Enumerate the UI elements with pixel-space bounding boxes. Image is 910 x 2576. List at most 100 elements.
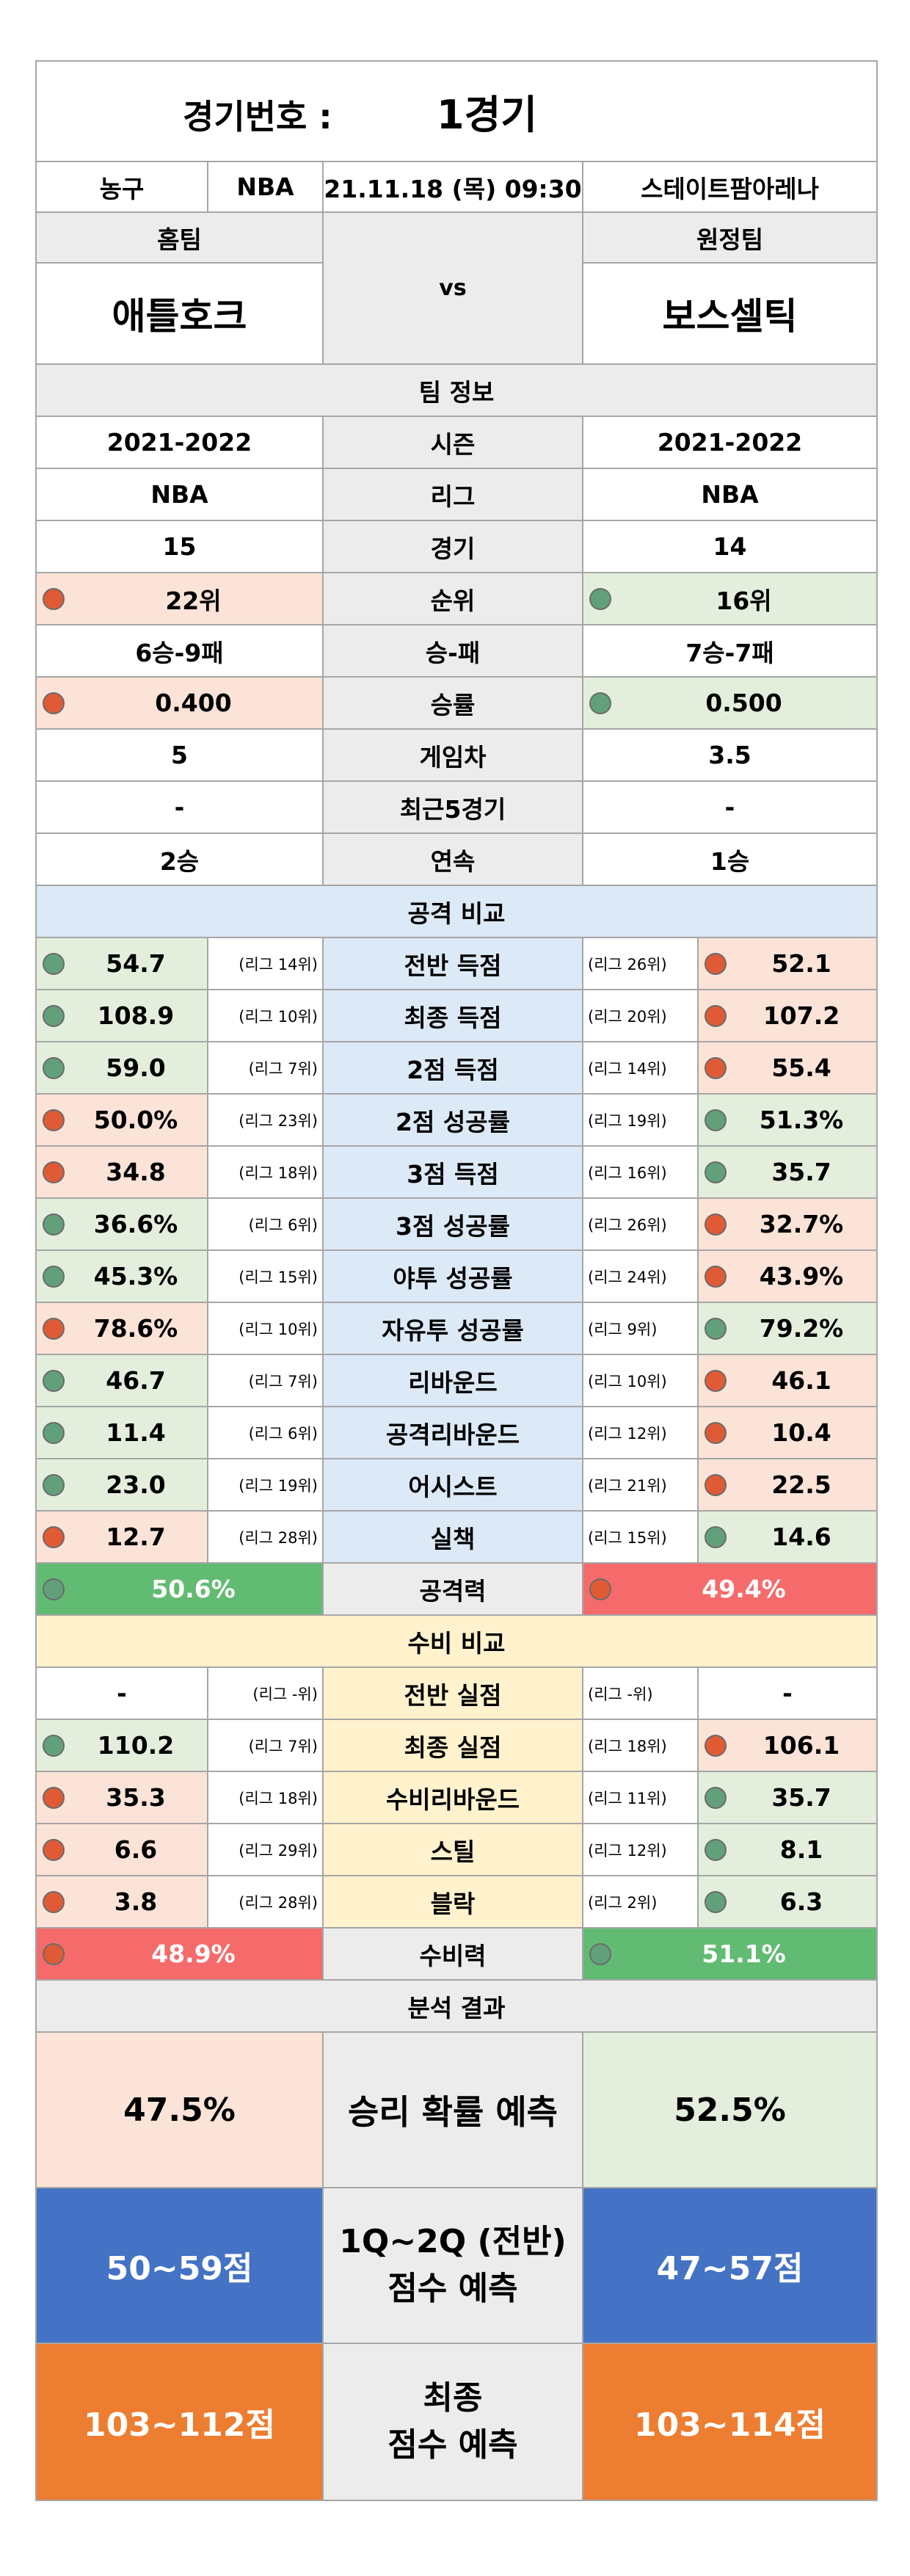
away-rank: (리그 26위) (582, 937, 699, 990)
away-rank: (리그 12위) (582, 1406, 699, 1459)
defense-summary-label: 수비력 (322, 1927, 583, 1981)
circle-indicator-icon (589, 1578, 611, 1600)
away-value: 0.500 (581, 676, 878, 730)
away-value: 43.9% (696, 1249, 878, 1303)
away-rank: (리그 19위) (582, 1093, 699, 1147)
value-wrap: 108.9 (37, 1001, 206, 1030)
away-rank: (리그 12위) (582, 1823, 699, 1876)
circle-indicator-icon (43, 1838, 65, 1861)
away-value: 16위 (581, 572, 878, 625)
circle-indicator-icon (705, 1525, 727, 1548)
vs-label: vs (322, 211, 583, 365)
home-rank: (리그 10위) (207, 1302, 324, 1355)
home-value: 23.0 (35, 1458, 208, 1512)
attack-row: 36.6% (리그 6위) 3점 성공률 (리그 26위) 32.7% (35, 1197, 878, 1251)
home-rank: (리그 19위) (207, 1458, 324, 1512)
circle-indicator-icon (705, 1213, 727, 1236)
stat-label: 전반 실점 (322, 1666, 583, 1720)
home-value: 108.9 (35, 989, 208, 1042)
away-rank: (리그 15위) (582, 1510, 699, 1564)
away-value: 6.3 (696, 1875, 878, 1929)
team-info-row: NBA 리그 NBA (35, 468, 878, 521)
home-value: 35.3 (35, 1771, 208, 1824)
defense-row: 110.2 (리그 7위) 최종 실점 (리그 18위) 106.1 (35, 1719, 878, 1772)
stat-label: 3점 성공률 (322, 1197, 583, 1251)
home-value: 2승 (35, 832, 324, 886)
stat-label: 시즌 (322, 416, 583, 469)
defense-summary-away: 51.1% (581, 1927, 878, 1981)
circle-indicator-icon (589, 1942, 611, 1965)
home-value: 54.7 (35, 937, 208, 990)
away-half-score: 47~57점 (581, 2187, 878, 2344)
team-info-row: 0.400 승률 0.500 (35, 676, 878, 730)
home-value: 110.2 (35, 1719, 208, 1772)
home-rank: (리그 28위) (207, 1510, 324, 1564)
value-wrap: 46.7 (37, 1366, 206, 1395)
defense-row: - (리그 -위) 전반 실점 (리그 -위) - (35, 1666, 878, 1720)
away-value: 2021-2022 (581, 416, 878, 469)
value-wrap: 35.7 (699, 1158, 876, 1186)
match-header: 경기번호 : 1경기 (34, 60, 878, 162)
stat-label: 승-패 (322, 624, 583, 678)
away-value: 51.3% (696, 1093, 878, 1147)
value-wrap: 46.1 (699, 1366, 876, 1395)
away-value: 107.2 (696, 989, 878, 1042)
team-info-row: 2승 연속 1승 (35, 832, 878, 886)
circle-indicator-icon (589, 692, 611, 714)
stat-label: 3점 득점 (322, 1145, 583, 1199)
circle-indicator-icon (43, 1786, 65, 1809)
value-wrap: 35.3 (37, 1783, 206, 1812)
home-value: 34.8 (35, 1145, 208, 1199)
value-wrap: 43.9% (699, 1262, 876, 1291)
circle-indicator-icon (43, 1109, 65, 1131)
away-rank: (리그 18위) (582, 1719, 699, 1772)
stat-label: 수비리바운드 (322, 1771, 583, 1824)
value-wrap: 0.500 (584, 689, 876, 717)
away-value: 7승-7패 (581, 624, 878, 678)
away-value: 35.7 (696, 1771, 878, 1824)
stat-label: 스틸 (322, 1823, 583, 1876)
value-wrap: 6.3 (699, 1887, 876, 1916)
attack-row: 59.0 (리그 7위) 2점 득점 (리그 14위) 55.4 (35, 1041, 878, 1095)
home-value: - (35, 780, 324, 834)
home-value: 12.7 (35, 1510, 208, 1564)
team-info-row: 22위 순위 16위 (35, 572, 878, 625)
circle-indicator-icon (705, 1473, 727, 1496)
circle-indicator-icon (43, 1369, 65, 1392)
team-info-title: 팀 정보 (34, 363, 878, 417)
home-value: 36.6% (35, 1197, 208, 1251)
analysis-title: 분석 결과 (34, 1979, 878, 2033)
home-rank: (리그 7위) (207, 1354, 324, 1407)
away-rank: (리그 14위) (582, 1041, 699, 1095)
stat-label: 실책 (322, 1510, 583, 1564)
away-value: 22.5 (696, 1458, 878, 1512)
away-team-name: 보스셀틱 (581, 262, 878, 365)
stat-label: 리바운드 (322, 1354, 583, 1407)
sport: 농구 (35, 161, 208, 213)
value-wrap: 11.4 (37, 1418, 206, 1447)
away-team-label: 원정팀 (581, 211, 878, 264)
stat-label: 최근5경기 (322, 780, 583, 834)
circle-indicator-icon (705, 1890, 727, 1913)
away-value: 46.1 (696, 1354, 878, 1407)
value-wrap: 8.1 (699, 1835, 876, 1864)
home-value: 5 (35, 728, 324, 782)
value-wrap: 79.2% (699, 1314, 876, 1343)
circle-indicator-icon (43, 1525, 65, 1548)
attack-row: 46.7 (리그 7위) 리바운드 (리그 10위) 46.1 (35, 1354, 878, 1407)
defense-summary-home: 48.9% (35, 1927, 324, 1981)
value-wrap: 3.8 (37, 1887, 206, 1916)
defense-section: - (리그 -위) 전반 실점 (리그 -위) -110.2 (리그 7위) 최종 실점 (리… (35, 1666, 878, 1929)
away-rank: (리그 20위) (582, 989, 699, 1042)
value-wrap: 32.7% (699, 1210, 876, 1238)
home-team-label: 홈팀 (35, 211, 324, 264)
stat-label: 어시스트 (322, 1458, 583, 1512)
value-wrap: 55.4 (699, 1053, 876, 1082)
circle-indicator-icon (43, 692, 65, 714)
home-win-probability: 47.5% (35, 2031, 324, 2188)
value-wrap: 0.400 (37, 689, 321, 717)
value-wrap: 22.5 (699, 1470, 876, 1499)
away-value: 1승 (581, 832, 878, 886)
team-info-row: 6승-9패 승-패 7승-7패 (35, 624, 878, 678)
value-wrap: 35.7 (699, 1783, 876, 1812)
